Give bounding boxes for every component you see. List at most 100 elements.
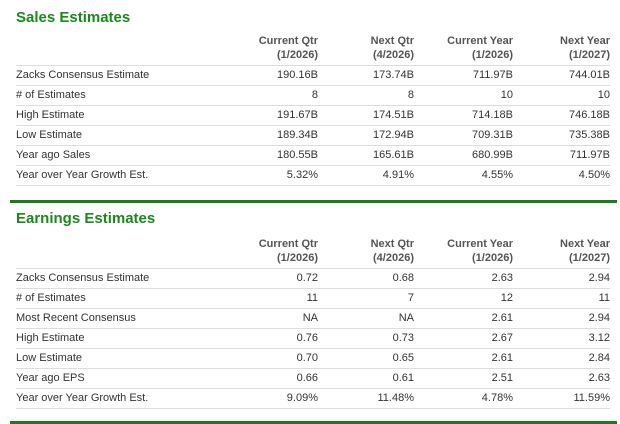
column-header: Current Qtr (1/2026)	[236, 34, 318, 66]
cell-value: 11.48%	[318, 388, 414, 409]
row-label: Low Estimate	[16, 125, 236, 146]
earnings-estimates-title: Earnings Estimates	[16, 210, 156, 227]
cell-value: 2.61	[414, 348, 513, 369]
cell-value: 10	[513, 85, 610, 106]
earnings-estimates-section: Earnings Estimates Current Qtr (1/2026) Ne…	[16, 209, 610, 409]
header-blank	[16, 34, 236, 66]
table-row: Zacks Consensus Estimate 190.16B 173.74B 71…	[16, 65, 610, 86]
cell-value: 8	[318, 85, 414, 106]
column-period: (1/2027)	[569, 252, 610, 264]
table-row: Year ago EPS 0.66 0.61 2.51 2.63	[16, 368, 610, 389]
cell-value: 9.09%	[236, 388, 318, 409]
cell-value: 10	[414, 85, 513, 106]
column-header: Next Qtr (4/2026)	[318, 34, 414, 66]
cell-value: 4.50%	[513, 165, 610, 186]
column-header: Current Qtr (1/2026)	[236, 237, 318, 269]
cell-value: 7	[318, 288, 414, 309]
cell-value: 2.61	[414, 308, 513, 329]
table-row: High Estimate 191.67B 174.51B 714.18B 746.18…	[16, 105, 610, 126]
row-label: Zacks Consensus Estimate	[16, 65, 236, 86]
row-label: Year ago Sales	[16, 145, 236, 166]
cell-value: 0.66	[236, 368, 318, 389]
cell-value: 0.72	[236, 268, 318, 289]
cell-value: 714.18B	[414, 105, 513, 126]
cell-value: 0.76	[236, 328, 318, 349]
cell-value: 173.74B	[318, 65, 414, 86]
cell-value: 174.51B	[318, 105, 414, 126]
table-row: Year ago Sales 180.55B 165.61B 680.99B 711.9…	[16, 145, 610, 166]
column-header: Current Year (1/2026)	[414, 237, 513, 269]
column-period: (4/2026)	[373, 49, 414, 61]
table-row: Low Estimate 189.34B 172.94B 709.31B 735.38B	[16, 125, 610, 146]
table-row: Low Estimate 0.70 0.65 2.61 2.84	[16, 348, 610, 369]
column-header: Next Year (1/2027)	[513, 34, 610, 66]
table-row: High Estimate 0.76 0.73 2.67 3.12	[16, 328, 610, 349]
cell-value: 711.97B	[414, 65, 513, 86]
row-label: Most Recent Consensus	[16, 308, 236, 329]
column-period: (1/2026)	[277, 49, 318, 61]
table-row: # of Estimates 11 7 12 11	[16, 288, 610, 309]
cell-value: 3.12	[513, 328, 610, 349]
cell-value: 2.84	[513, 348, 610, 369]
cell-value: 11	[236, 288, 318, 309]
cell-value: 2.67	[414, 328, 513, 349]
section-divider	[10, 200, 617, 203]
column-period: (1/2026)	[277, 252, 318, 264]
cell-value: 2.63	[513, 368, 610, 389]
cell-value: 2.94	[513, 308, 610, 329]
column-period: (4/2026)	[373, 252, 414, 264]
table-row: Year over Year Growth Est. 5.32% 4.91% 4.55…	[16, 165, 610, 186]
row-label: Year over Year Growth Est.	[16, 388, 236, 409]
column-name: Next Year	[560, 238, 610, 250]
cell-value: 172.94B	[318, 125, 414, 146]
row-label: Low Estimate	[16, 348, 236, 369]
column-name: Next Qtr	[370, 238, 414, 250]
sales-estimates-table: Current Qtr (1/2026) Next Qtr (4/2026) Curre…	[16, 34, 610, 186]
cell-value: 711.97B	[513, 145, 610, 166]
column-header: Next Qtr (4/2026)	[318, 237, 414, 269]
cell-value: 4.78%	[414, 388, 513, 409]
column-name: Current Qtr	[258, 35, 318, 47]
cell-value: 12	[414, 288, 513, 309]
cell-value: 0.68	[318, 268, 414, 289]
cell-value: 11	[513, 288, 610, 309]
cell-value: 5.32%	[236, 165, 318, 186]
row-label: # of Estimates	[16, 85, 236, 106]
cell-value: 190.16B	[236, 65, 318, 86]
table-row: Year over Year Growth Est. 9.09% 11.48% 4.7…	[16, 388, 610, 409]
table-row: Most Recent Consensus NA NA 2.61 2.94	[16, 308, 610, 329]
cell-value: 0.73	[318, 328, 414, 349]
cell-value: 165.61B	[318, 145, 414, 166]
row-label: # of Estimates	[16, 288, 236, 309]
column-name: Next Year	[560, 35, 610, 47]
cell-value: 11.59%	[513, 388, 610, 409]
cell-value: 735.38B	[513, 125, 610, 146]
column-name: Next Qtr	[370, 35, 414, 47]
column-name: Current Year	[447, 238, 513, 250]
row-label: Year over Year Growth Est.	[16, 165, 236, 186]
table-row: Zacks Consensus Estimate 0.72 0.68 2.63 2.94	[16, 268, 610, 289]
header-blank	[16, 237, 236, 269]
earnings-estimates-table: Current Qtr (1/2026) Next Qtr (4/2026) Curre…	[16, 237, 610, 409]
cell-value: 0.61	[318, 368, 414, 389]
cell-value: 4.55%	[414, 165, 513, 186]
cell-value: 8	[236, 85, 318, 106]
cell-value: 2.63	[414, 268, 513, 289]
cell-value: 709.31B	[414, 125, 513, 146]
sales-estimates-section: Sales Estimates Current Qtr (1/2026) Next …	[16, 8, 610, 186]
column-name: Current Year	[447, 35, 513, 47]
row-label: High Estimate	[16, 105, 236, 126]
column-period: (1/2026)	[472, 252, 513, 264]
cell-value: 2.94	[513, 268, 610, 289]
cell-value: 0.65	[318, 348, 414, 369]
sales-estimates-title: Sales Estimates	[16, 9, 131, 26]
cell-value: 680.99B	[414, 145, 513, 166]
column-header: Current Year (1/2026)	[414, 34, 513, 66]
cell-value: NA	[236, 308, 318, 329]
row-label: Year ago EPS	[16, 368, 236, 389]
column-period: (1/2027)	[569, 49, 610, 61]
cell-value: NA	[318, 308, 414, 329]
row-label: High Estimate	[16, 328, 236, 349]
column-name: Current Qtr	[258, 238, 318, 250]
cell-value: 191.67B	[236, 105, 318, 126]
